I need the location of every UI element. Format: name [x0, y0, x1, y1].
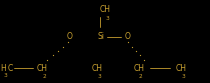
Text: 2: 2 [139, 74, 143, 79]
Text: CH: CH [91, 64, 102, 73]
Text: CH: CH [133, 64, 144, 73]
Text: 2: 2 [42, 74, 46, 79]
Text: C: C [8, 64, 13, 73]
Text: O: O [124, 32, 130, 41]
Text: 3: 3 [97, 74, 101, 79]
Text: H: H [0, 64, 6, 73]
Text: 3: 3 [105, 16, 109, 21]
Text: Si: Si [97, 32, 104, 41]
Text: CH: CH [175, 64, 186, 73]
Text: CH: CH [37, 64, 48, 73]
Text: CH: CH [100, 5, 111, 14]
Text: 3: 3 [181, 74, 185, 79]
Text: O: O [66, 32, 72, 41]
Text: 3: 3 [4, 73, 8, 78]
